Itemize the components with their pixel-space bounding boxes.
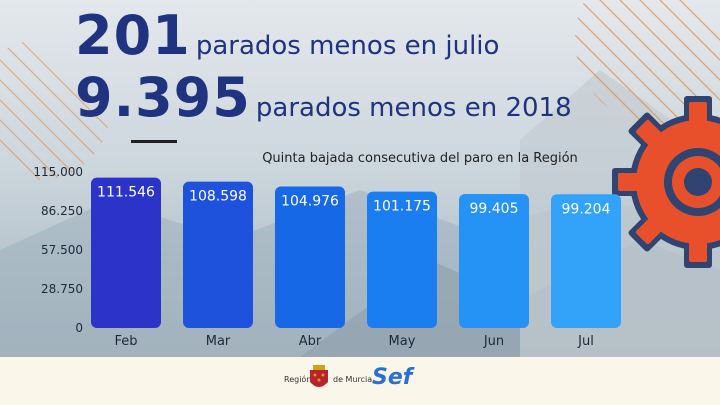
bar-feb: [91, 177, 161, 328]
headline-july-text: parados menos en julio: [195, 31, 500, 61]
y-tick-label: 115.000: [33, 165, 83, 179]
divider-dash: [131, 140, 177, 143]
bar-jul: [551, 194, 621, 328]
bar-may: [367, 191, 437, 328]
x-tick-label: Jul: [578, 334, 594, 349]
bar-chart: 111.546 108.598 104.976 101.175 99.405 99.204: [91, 177, 621, 328]
x-tick-label: Abr: [298, 334, 322, 349]
headline-year-text: parados menos en 2018: [255, 93, 572, 123]
footer-bar: [0, 357, 720, 405]
x-tick-label: Jun: [483, 334, 505, 349]
y-tick-label: 86.250: [41, 204, 83, 218]
region-coat-of-arms-icon: [310, 365, 328, 387]
bar-mar: [183, 181, 253, 328]
bar-value-label: 99.405: [470, 201, 519, 217]
bar-value-label: 99.204: [562, 201, 611, 217]
headline-year: 9.395 parados menos en 2018: [75, 66, 572, 129]
x-tick-label: Mar: [205, 334, 231, 349]
headline-year-number: 9.395: [75, 66, 251, 129]
region-logo-text-left: Región: [284, 375, 312, 384]
bar-abr: [275, 186, 345, 328]
y-tick-label: 57.500: [41, 243, 83, 257]
headline-july-number: 201: [75, 4, 191, 67]
gear-icon: [612, 96, 720, 268]
bar-value-label: 111.546: [97, 185, 155, 201]
y-tick-label: 28.750: [41, 282, 83, 296]
bar-value-label: 104.976: [281, 194, 339, 210]
headline-july: 201 parados menos en julio: [75, 4, 499, 67]
bar-jun: [459, 194, 529, 328]
bar-value-label: 108.598: [189, 189, 247, 205]
x-tick-label: Feb: [114, 334, 138, 349]
region-logo-text-right: de Murcia: [333, 375, 373, 384]
sef-logo: Sef: [372, 365, 413, 390]
bar-value-label: 101.175: [373, 199, 431, 215]
x-tick-label: May: [388, 334, 416, 349]
y-tick-label: 0: [75, 321, 83, 335]
chart-title: Quinta bajada consecutiva del paro en la…: [262, 151, 578, 166]
